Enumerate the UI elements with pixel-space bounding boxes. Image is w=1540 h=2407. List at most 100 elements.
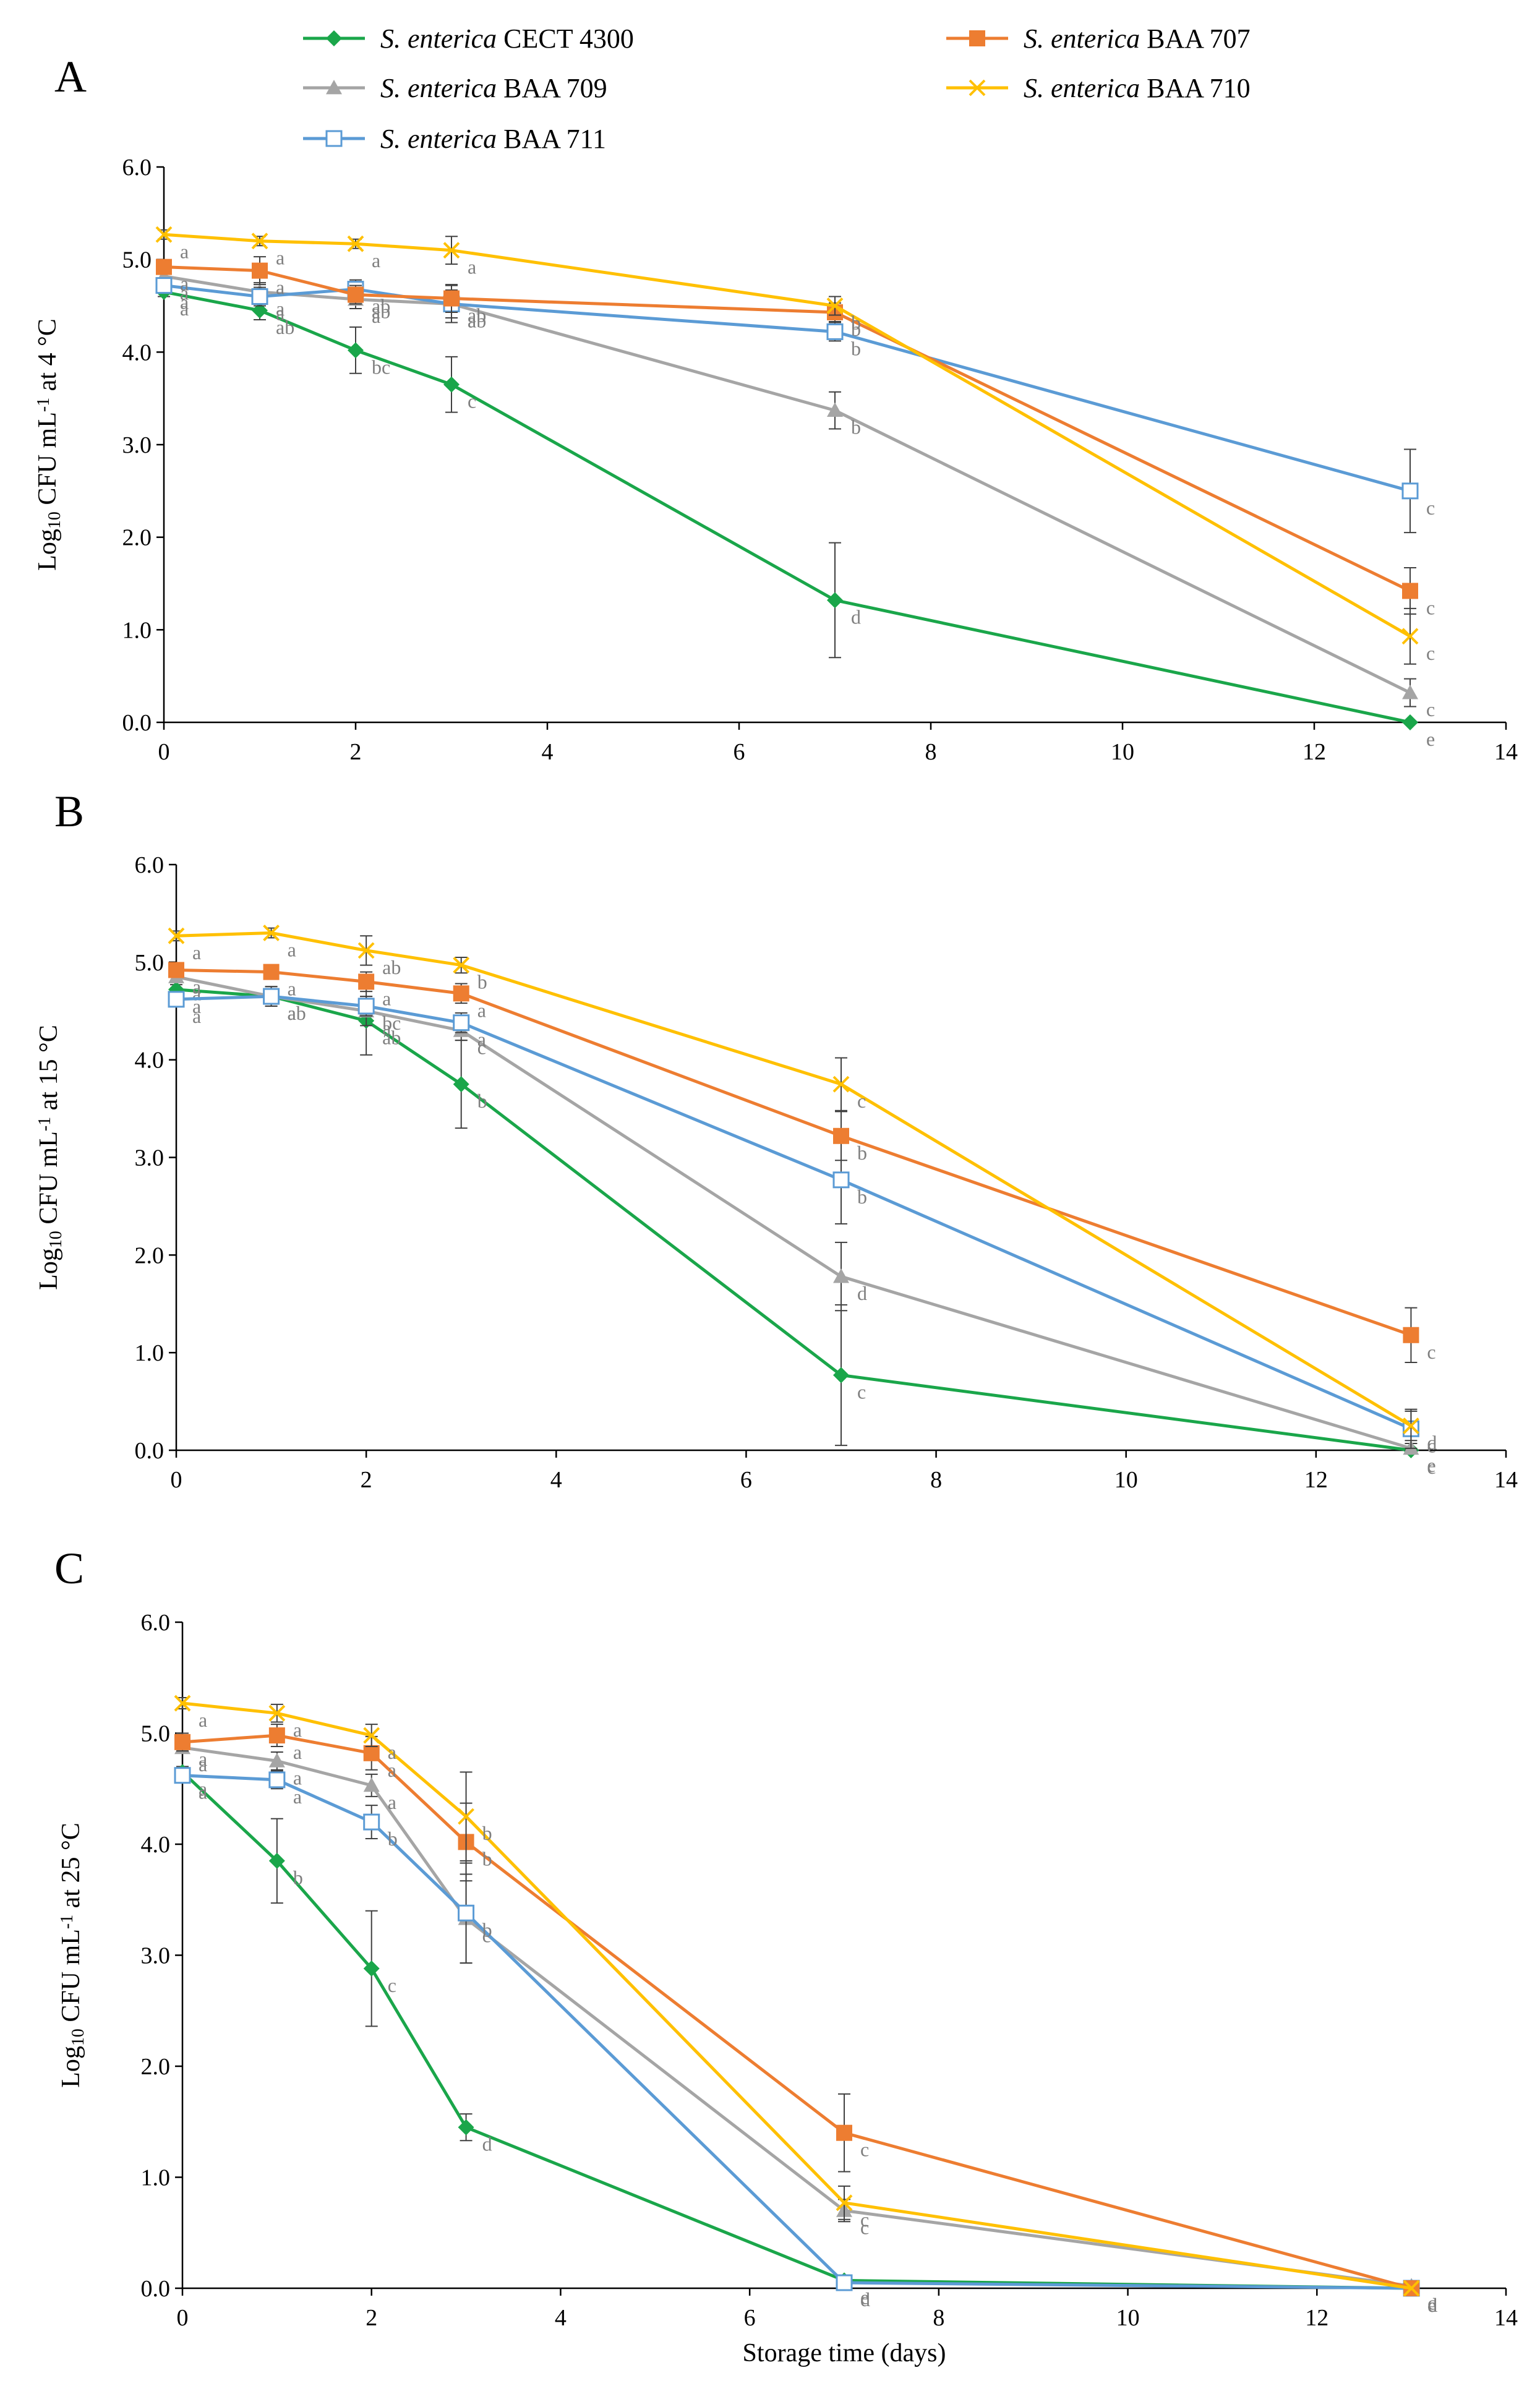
legend-entry-2: S. enterica BAA 711 bbox=[303, 124, 606, 154]
legend-marker-1 bbox=[326, 80, 342, 95]
x-tick-label: 12 bbox=[1303, 739, 1326, 765]
significance-letter: a bbox=[199, 1709, 207, 1731]
y-axis-title-part-3: -1 bbox=[58, 1915, 77, 1929]
data-point bbox=[453, 1014, 470, 1032]
significance-letter: a bbox=[180, 297, 189, 320]
significance-letter: a bbox=[199, 1748, 207, 1770]
significance-letter: ab bbox=[372, 295, 390, 317]
data-point-stroke-2 bbox=[443, 242, 460, 259]
data-point bbox=[453, 985, 469, 1002]
y-tick-label: 5.0 bbox=[135, 950, 165, 976]
legend-label-rest-3: BAA 707 bbox=[1140, 24, 1250, 54]
significance-letter: c bbox=[1427, 2294, 1436, 2316]
significance-letter: d bbox=[1427, 2294, 1437, 2316]
significance-letter: c bbox=[1427, 1456, 1435, 1478]
data-point bbox=[363, 1813, 380, 1831]
significance-letter: a bbox=[388, 1741, 396, 1763]
data-point bbox=[453, 957, 470, 973]
legend-label-italic-2: S. enterica bbox=[380, 124, 497, 154]
data-point bbox=[363, 1777, 380, 1792]
data-point bbox=[458, 2119, 474, 2136]
data-point bbox=[458, 1808, 474, 1825]
y-axis-title-part-0: Log bbox=[35, 1248, 63, 1290]
data-point bbox=[1402, 685, 1418, 699]
data-point-stroke-2 bbox=[458, 1808, 474, 1825]
significance-letter: c bbox=[388, 1974, 396, 1996]
x-tick-label: 12 bbox=[1305, 2305, 1328, 2331]
data-point-stroke-2 bbox=[263, 925, 280, 941]
significance-letter: e bbox=[860, 2286, 869, 2308]
legend-label-4: S. enterica BAA 710 bbox=[1024, 73, 1251, 103]
significance-letter: a bbox=[293, 1719, 302, 1741]
data-point bbox=[1401, 482, 1419, 500]
significance-letter: a bbox=[276, 302, 284, 325]
series-4: a a a abc bbox=[155, 226, 1435, 665]
panel-label: A bbox=[54, 52, 87, 101]
data-point bbox=[252, 262, 268, 279]
x-tick-label: 4 bbox=[555, 2305, 567, 2331]
data-point-stroke-2 bbox=[268, 1704, 286, 1722]
series-1: aa a abc bbox=[156, 268, 1435, 720]
significance-letter: a bbox=[199, 1781, 207, 1803]
significance-letter: c bbox=[860, 2139, 869, 2161]
data-point-stroke-2 bbox=[174, 1695, 191, 1712]
x-tick-label: 14 bbox=[1494, 2305, 1518, 2331]
legend-label-rest-4: BAA 710 bbox=[1140, 73, 1250, 103]
y-tick-label: 0.0 bbox=[135, 1438, 165, 1464]
data-point bbox=[363, 1745, 380, 1761]
data-point bbox=[827, 592, 843, 609]
y-tick-label: 6.0 bbox=[141, 1610, 171, 1636]
x-tick-label: 0 bbox=[158, 739, 170, 765]
data-point bbox=[268, 1727, 285, 1744]
significance-letter: a bbox=[199, 1753, 207, 1776]
significance-letter: d bbox=[851, 605, 861, 628]
significance-letter: c bbox=[1426, 642, 1435, 664]
data-point bbox=[358, 973, 375, 990]
data-point-stroke-2 bbox=[1401, 628, 1419, 645]
data-point bbox=[155, 277, 173, 294]
y-tick-label: 0.0 bbox=[122, 710, 152, 736]
significance-letter: ab bbox=[382, 1027, 401, 1049]
y-tick-label: 2.0 bbox=[135, 1242, 165, 1268]
significance-letter: b bbox=[388, 1828, 398, 1850]
data-point bbox=[174, 1734, 190, 1750]
data-point bbox=[363, 1960, 380, 1977]
data-point bbox=[251, 233, 268, 250]
significance-letter: c bbox=[468, 390, 476, 413]
significance-letter: b bbox=[851, 416, 861, 438]
significance-letter: c bbox=[1427, 1341, 1435, 1363]
y-tick-label: 1.0 bbox=[135, 1340, 165, 1366]
legend-marker-0 bbox=[326, 30, 342, 46]
significance-letter: b bbox=[851, 312, 861, 334]
y-axis-title-part-0: Log bbox=[57, 2046, 85, 2088]
y-tick-label: 5.0 bbox=[122, 247, 152, 273]
y-tick-label: 2.0 bbox=[141, 2054, 171, 2080]
y-tick-label: 5.0 bbox=[141, 1721, 171, 1747]
y-axis-title-part-2: CFU mL bbox=[57, 1929, 85, 2029]
legend-entry-1: S. enterica BAA 709 bbox=[303, 73, 607, 103]
data-point-stroke-2 bbox=[155, 226, 173, 243]
y-axis-title-part-1: 10 bbox=[46, 1231, 66, 1248]
x-tick-label: 0 bbox=[177, 2305, 189, 2331]
significance-letter: c bbox=[1426, 497, 1435, 519]
significance-letter: d bbox=[1427, 2294, 1437, 2316]
legend-label-italic-1: S. enterica bbox=[380, 73, 497, 103]
series-line-0 bbox=[181, 1771, 1412, 2290]
series-line-0 bbox=[163, 290, 1411, 724]
data-point bbox=[263, 925, 280, 941]
x-tick-label: 8 bbox=[930, 1467, 942, 1493]
legend-marker-4-stroke-2 bbox=[969, 79, 986, 96]
data-point bbox=[263, 988, 280, 1005]
series-line-1 bbox=[163, 275, 1411, 695]
series-line-3 bbox=[163, 265, 1411, 592]
data-point bbox=[268, 1753, 285, 1768]
significance-letter: b bbox=[477, 971, 487, 993]
significance-letter: a bbox=[477, 1028, 486, 1051]
